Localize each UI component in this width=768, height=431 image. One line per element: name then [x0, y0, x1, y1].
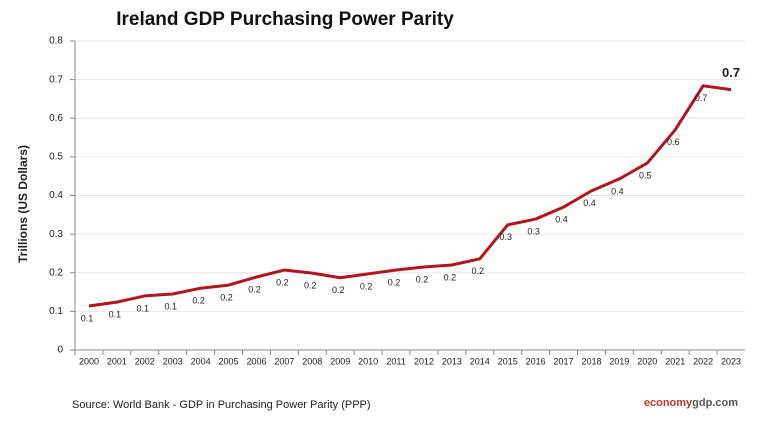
x-tick-label: 2000 [79, 356, 99, 366]
series-line [88, 84, 732, 308]
data-label: 0.7 [695, 93, 708, 103]
data-label: 0.5 [639, 170, 652, 180]
x-tick-label: 2011 [386, 356, 405, 366]
brand-part: economy [644, 397, 693, 409]
data-label: 0.2 [248, 284, 261, 294]
chart-title: Ireland GDP Purchasing Power Parity [116, 9, 454, 30]
source-note: Source: World Bank - GDP in Purchasing P… [72, 399, 371, 411]
x-tick-label: 2009 [330, 356, 350, 366]
x-tick-label: 2017 [554, 356, 574, 366]
x-tick-label: 2005 [219, 356, 239, 366]
data-label: 0.4 [611, 186, 624, 196]
y-tick-label: 0.7 [49, 74, 63, 85]
y-tick-label: 0.8 [49, 36, 63, 47]
x-tick-label: 2015 [498, 356, 518, 366]
x-tick-label: 2001 [107, 356, 127, 366]
x-tick-label: 2010 [358, 356, 378, 366]
x-tick-label: 2007 [274, 356, 294, 366]
x-tick-label: 2018 [581, 356, 601, 366]
data-label: 0.2 [276, 277, 289, 287]
data-label: 0.1 [164, 301, 177, 311]
x-tick-label: 2003 [163, 356, 183, 366]
brand: economygdp.com [644, 397, 738, 409]
y-tick-label: 0.5 [49, 152, 63, 163]
x-tick-label: 2004 [191, 356, 211, 366]
x-tick-label: 2020 [637, 356, 657, 366]
y-tick-label: 0.6 [49, 113, 63, 124]
data-label: 0.1 [109, 309, 122, 319]
data-label: 0.2 [220, 292, 233, 302]
data-label: 0.2 [304, 281, 317, 291]
data-label: 0.2 [416, 274, 429, 284]
data-label: 0.3 [527, 226, 540, 236]
data-label: 0.7 [722, 65, 740, 80]
data-label: 0.4 [583, 198, 596, 208]
data-label: 0.1 [81, 313, 94, 323]
data-label: 0.1 [137, 303, 150, 313]
data-label: 0.6 [667, 137, 680, 147]
x-tick-label: 2021 [665, 356, 685, 366]
x-tick-label: 2002 [135, 356, 155, 366]
y-tick-label: 0 [57, 345, 63, 356]
data-label: 0.3 [499, 232, 512, 242]
x-tick-label: 2006 [246, 356, 266, 366]
data-label: 0.2 [360, 281, 373, 291]
y-tick-label: 0.1 [49, 306, 63, 317]
x-tick-label: 2016 [526, 356, 546, 366]
x-tick-label: 2008 [302, 356, 322, 366]
y-tick-label: 0.4 [49, 190, 63, 201]
x-tick-label: 2022 [693, 356, 713, 366]
data-label: 0.2 [444, 272, 457, 282]
x-tick-label: 2023 [721, 356, 741, 366]
x-tick-label: 2012 [414, 356, 434, 366]
data-label: 0.2 [472, 266, 485, 276]
data-label: 0.2 [332, 285, 345, 295]
data-label: 0.4 [555, 214, 568, 224]
x-tick-label: 2014 [470, 356, 490, 366]
y-tick-label: 0.3 [49, 229, 63, 240]
x-tick-label: 2019 [609, 356, 629, 366]
brand-part: gdp.com [692, 397, 738, 409]
y-tick-label: 0.2 [49, 267, 63, 278]
data-label: 0.2 [192, 296, 205, 306]
data-label: 0.2 [388, 277, 401, 287]
x-tick-label: 2013 [442, 356, 462, 366]
y-axis-title: Trillions (US Dollars) [16, 145, 30, 263]
